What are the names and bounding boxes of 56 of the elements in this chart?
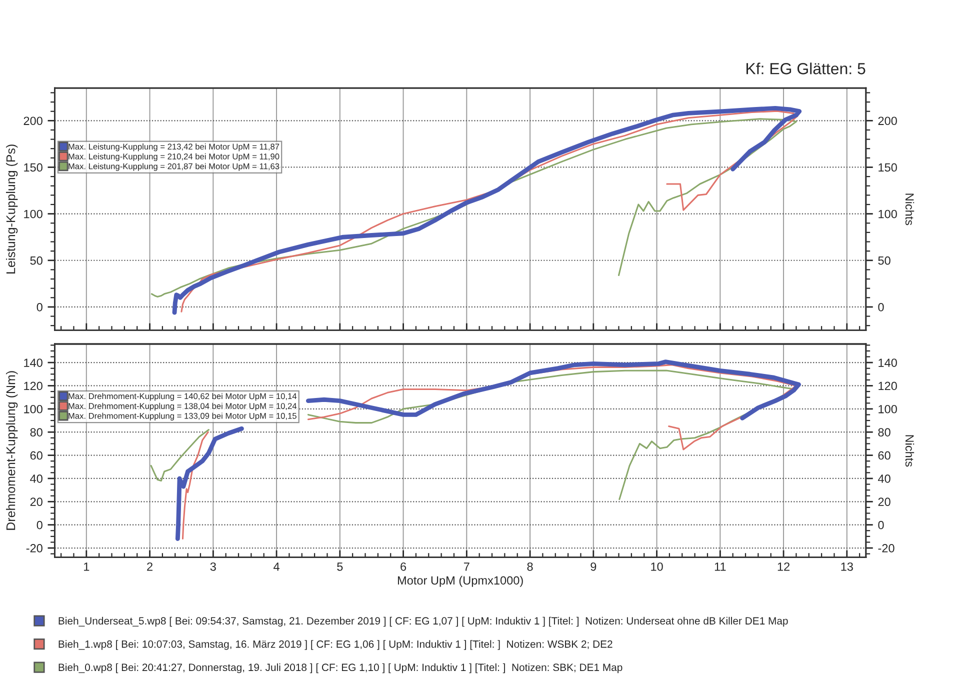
y2-tick-label: 60 xyxy=(878,451,890,460)
y-axis-title: Leistung-Kupplung (Ps) xyxy=(6,144,18,274)
x-tick-label: 7 xyxy=(464,562,470,571)
y2-tick-label: 100 xyxy=(878,404,897,414)
y2-tick-label: 0 xyxy=(878,302,884,312)
x-tick-label: 8 xyxy=(527,562,533,571)
y-tick-label: 140 xyxy=(24,358,42,367)
y-tick-label: 50 xyxy=(30,256,42,265)
y-tick-label: 100 xyxy=(24,210,42,218)
legend-label: Max. Leistung-Kupplung = 201,87 bei Motor UpM = 11,63 xyxy=(68,163,280,171)
y2-tick-label: 20 xyxy=(878,498,890,506)
y2-tick-label: 120 xyxy=(878,382,897,390)
y2-tick-label: 40 xyxy=(878,474,890,483)
y2-tick-label: 150 xyxy=(878,163,897,172)
y-tick-label: 60 xyxy=(30,451,42,460)
legend-label: Max. Leistung-Kupplung = 210,24 bei Motor UpM = 11,90 xyxy=(68,153,280,162)
legend-label: Max. Drehmoment-Kupplung = 140,62 bei Motor UpM = 10,14 xyxy=(68,393,297,401)
y-tick-label: 100 xyxy=(24,404,42,414)
x-tick-label: 6 xyxy=(400,562,406,571)
legend-label: Max. Drehmoment-Kupplung = 138,04 bei Motor UpM = 10,24 xyxy=(68,402,297,411)
legend-label: Max. Drehmoment-Kupplung = 133,09 bei Motor UpM = 10,15 xyxy=(68,412,296,420)
x-tick-label: 12 xyxy=(778,562,790,571)
x-axis-title: Motor UpM (Upmx1000) xyxy=(398,576,523,587)
y-tick-label: 20 xyxy=(30,498,42,506)
x-tick-label: 9 xyxy=(590,562,596,571)
y2-tick-label: 140 xyxy=(878,358,897,367)
y-tick-label: -20 xyxy=(26,544,42,552)
x-tick-label: 1 xyxy=(84,562,90,571)
y-tick-label: 0 xyxy=(36,302,42,312)
x-tick-label: 13 xyxy=(841,562,853,571)
y2-axis-title: Nichts xyxy=(905,194,914,226)
y-tick-label: 0 xyxy=(36,520,42,530)
x-tick-label: 11 xyxy=(714,562,726,571)
legend-label: Bieh_0.wp8 [ Bei: 20:41:27, Donnerstag, 19. Juli 2018 ] [ CF: EG 1,10 ] [ UpM: Induktiv 1 ] [Titel: ] Notizen: SBK; DE1 Map xyxy=(58,663,622,674)
y-tick-label: 80 xyxy=(30,428,42,436)
x-tick-label: 3 xyxy=(210,562,216,571)
y2-tick-label: 100 xyxy=(878,210,897,218)
x-tick-label: 4 xyxy=(274,562,280,571)
y-tick-label: 150 xyxy=(24,163,42,172)
y2-tick-label: 0 xyxy=(878,520,884,530)
legend-label: Bieh_Underseat_5.wp8 [ Bei: 09:54:37, Samstag, 21. Dezember 2019 ] [ CF: EG 1,07 ] [ UpM: Induktiv 1 ] [Titel: ] Notizen: Underseat ohne dB Killer DE1 Map xyxy=(58,616,788,627)
y-axis-title: Drehmoment-Kupplung (Nm) xyxy=(6,371,18,530)
y2-tick-label: 80 xyxy=(878,428,890,436)
legend-label: Max. Leistung-Kupplung = 213,42 bei Motor UpM = 11,87 xyxy=(68,143,280,152)
x-tick-label: 5 xyxy=(337,562,343,571)
x-tick-label: 10 xyxy=(651,562,663,571)
y-tick-label: 120 xyxy=(24,382,42,390)
legend-label: Bieh_1.wp8 [ Bei: 10:07:03, Samstag, 16. März 2019 ] [ CF: EG 1,06 ] [ UpM: Induktiv 1 ] [Titel: ] Notizen: WSBK 2; DE2 xyxy=(58,640,612,650)
y-tick-label: 40 xyxy=(30,474,42,483)
chart-title: Kf: EG Glätten: 5 xyxy=(746,62,866,74)
y-tick-label: 200 xyxy=(24,116,42,126)
y2-tick-label: 50 xyxy=(878,256,890,265)
x-tick-label: 2 xyxy=(147,562,152,571)
y2-tick-label: -20 xyxy=(878,544,894,552)
y2-tick-label: 200 xyxy=(878,116,897,126)
y2-axis-title: Nichts xyxy=(905,435,914,467)
